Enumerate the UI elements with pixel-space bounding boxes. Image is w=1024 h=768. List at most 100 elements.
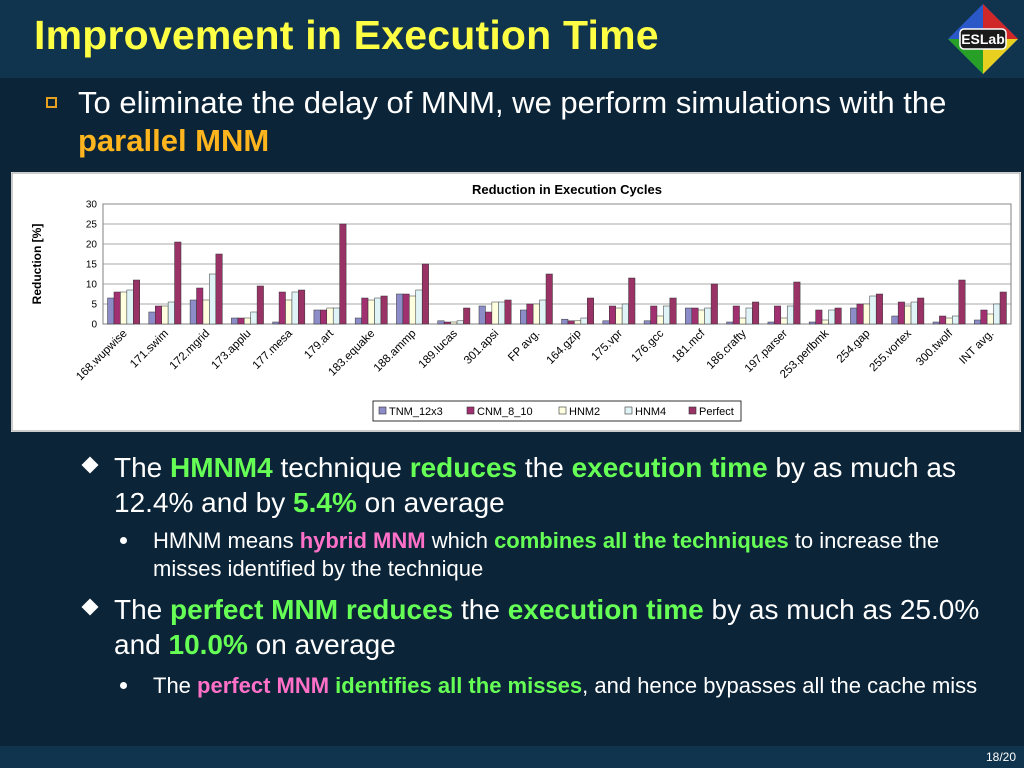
bar-tnm_12x3 [932,321,940,325]
bar-cnm_8_10 [856,303,864,325]
bar-hnm2 [243,317,251,325]
bar-hnm2 [615,307,623,325]
bar-hnm2 [120,291,128,325]
legend-label: CNM_8_10 [477,406,533,418]
logo-text: ESLab [961,31,1005,47]
y-tick-label: 5 [91,300,97,311]
bar-cnm_8_10 [650,305,658,325]
b1-hmnm4: HMNM4 [170,452,273,483]
bar-hnm2 [574,320,582,325]
title-bar [0,0,1024,78]
bar-perfect [545,273,553,325]
sub-bullet-perfect: The perfect MNM identifies all the misse… [120,672,993,700]
bar-perfect [380,295,388,325]
b2-text-1: The [114,594,171,625]
bar-tnm_12x3 [478,305,486,325]
footer-bar: 18/20 [0,746,1024,768]
bar-tnm_12x3 [974,319,981,325]
bar-perfect [875,293,883,325]
bar-hnm4 [704,307,712,325]
bar-hnm2 [863,303,871,325]
b1-reduces: reduces [409,452,518,483]
intro-highlight: parallel MNM [78,123,270,158]
bar-tnm_12x3 [685,307,693,325]
bar-perfect [999,291,1007,325]
bar-hnm2 [450,321,458,325]
bar-perfect [917,297,925,325]
b2-text-4: on average [247,629,396,660]
bar-cnm_8_10 [609,305,616,325]
b2-text-3: by as much as 25.0% and [114,594,980,660]
bar-hnm4 [952,315,959,325]
bar-hnm2 [697,309,705,325]
b1-text-5: on average [356,487,505,518]
bar-perfect [256,285,264,325]
bar-hnm4 [745,307,753,325]
page-number: 18/20 [985,750,1016,764]
legend [372,400,742,422]
dot-bullet-icon [120,537,127,544]
bar-cnm_8_10 [774,305,782,325]
bar-hnm4 [332,307,340,325]
y-axis-label: Reduction [%] [30,224,44,305]
bar-perfect [834,307,842,325]
s1-text-2: which [425,528,495,553]
bar-hnm4 [126,289,134,325]
y-tick-label: 30 [86,200,98,211]
sub-bullet-hmnm: HMNM means hybrid MNM which combines all… [120,527,993,583]
bar-tnm_12x3 [189,299,197,325]
bar-hnm2 [821,319,829,325]
bar-cnm_8_10 [237,317,245,325]
legend-label: HNM2 [569,406,600,418]
s1-hybrid-mnm: hybrid MNM [299,528,426,553]
bar-hnm2 [945,317,953,325]
bar-hnm4 [291,291,299,325]
chart-title: Reduction in Execution Cycles [472,182,662,197]
bar-hnm4 [456,320,464,325]
bar-hnm2 [326,307,334,325]
bullet-perfect-mnm: The perfect MNM reduces the execution ti… [81,592,994,662]
bar-cnm_8_10 [155,305,162,325]
bar-perfect [587,297,594,325]
b1-text-2: technique [272,452,410,483]
intro-bullet: To eliminate the delay of MNM, we perfor… [46,84,996,160]
diamond-bullet-icon [81,598,99,616]
bar-hnm2 [409,295,417,325]
bar-tnm_12x3 [396,293,404,325]
bar-hnm2 [904,305,912,325]
b1-avg-value: 5.4% [293,487,357,518]
bar-hnm2 [285,299,293,325]
b2-avg-value: 10.0% [168,629,248,660]
reduction-chart: Reduction in Execution Cycles Reduction [… [11,172,1021,432]
bar-cnm_8_10 [196,287,204,325]
bar-perfect [504,299,512,325]
legend-label: TNM_12x3 [389,406,443,418]
eslab-logo: ESLab [948,4,1018,74]
bar-perfect [710,283,718,325]
bar-hnm4 [415,289,423,325]
bar-cnm_8_10 [320,309,328,325]
s2-perfect-mnm: perfect MNM [197,673,330,698]
bar-hnm4 [498,301,505,325]
b1-text-3: the [517,452,572,483]
bar-tnm_12x3 [767,321,775,325]
bar-hnm4 [580,317,588,325]
bar-hnm2 [491,301,499,325]
bar-perfect [174,241,182,325]
bar-perfect [628,277,636,325]
b1-text-4: by as much as 12.4% and by [114,452,956,518]
chart-panel: Reduction in Execution Cycles Reduction [… [11,172,1021,432]
intro-text: To eliminate the delay of MNM, we perfor… [78,85,947,120]
bar-tnm_12x3 [231,317,239,325]
s2-text-3: , and hence bypasses all the cache miss [582,673,978,698]
bar-hnm4 [209,273,217,325]
bar-cnm_8_10 [278,291,286,325]
b2-perfect-reduces: perfect MNM reduces [170,594,454,625]
bar-tnm_12x3 [808,321,816,325]
legend-swatch [624,406,633,415]
bar-hnm2 [367,299,375,325]
bar-perfect [215,253,223,325]
bar-cnm_8_10 [361,297,369,325]
s1-combines: combines all the techniques [494,528,789,553]
bar-perfect [669,297,677,325]
